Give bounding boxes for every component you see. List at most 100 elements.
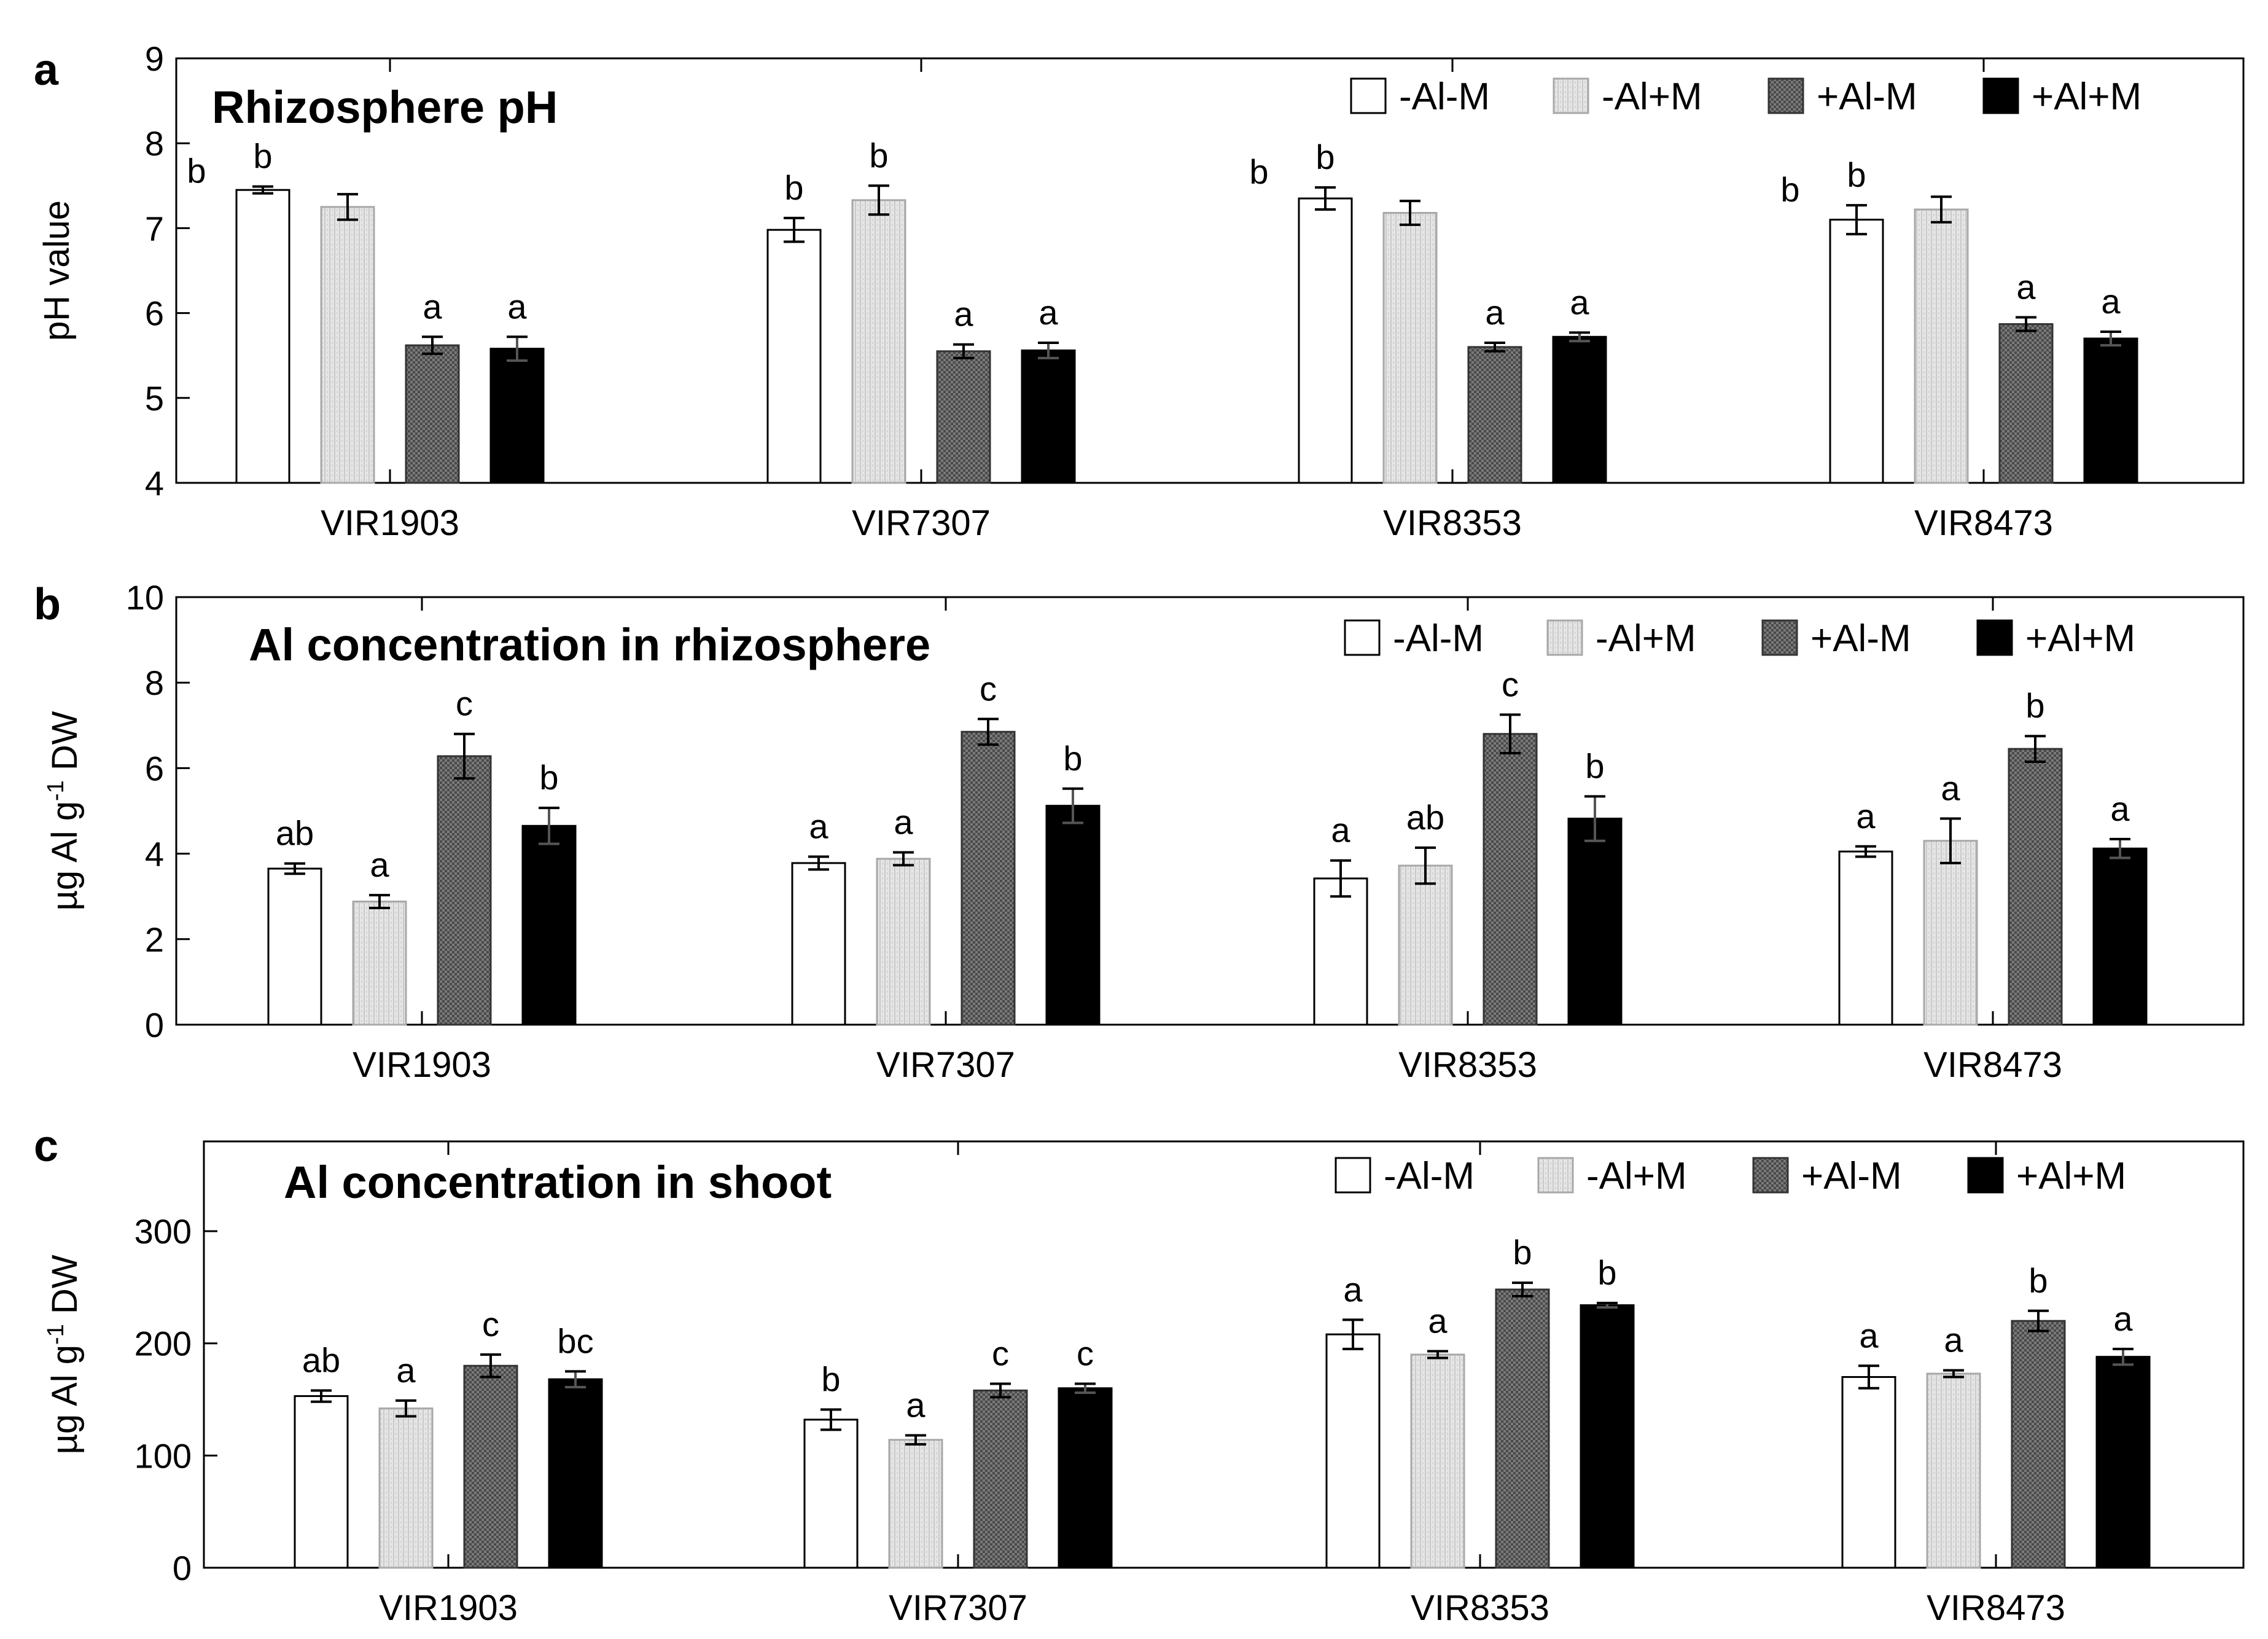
bar bbox=[463, 1364, 518, 1569]
bar bbox=[2083, 337, 2138, 484]
y-tick-label: 6 bbox=[145, 294, 164, 333]
significance-label: b bbox=[539, 758, 558, 797]
significance-label: b bbox=[1249, 152, 1268, 191]
significance-label: b bbox=[784, 168, 803, 207]
plot-frame-a bbox=[175, 57, 2245, 484]
panel-letter-c: c bbox=[34, 1122, 58, 1171]
significance-label: a bbox=[370, 845, 389, 884]
category-label: VIR8353 bbox=[1398, 1045, 1537, 1085]
significance-label: a bbox=[2113, 1299, 2133, 1338]
legend-label: +Al-M bbox=[1801, 1155, 1902, 1197]
legend-label: +Al+M bbox=[2025, 617, 2135, 660]
significance-label: a bbox=[954, 295, 973, 334]
chart-root: a Rhizosphere pH 4 5 6 7 8 9 pH value VIR1903 VIR7… bbox=[34, 39, 2245, 1628]
significance-label: c bbox=[980, 669, 997, 708]
legend-swatch bbox=[1976, 619, 2013, 656]
bar bbox=[1829, 219, 1884, 484]
significance-label: a bbox=[507, 287, 527, 326]
y-tick-label: 4 bbox=[145, 835, 164, 874]
significance-label: b bbox=[1585, 746, 1604, 785]
legend-label: -Al+M bbox=[1596, 617, 1696, 660]
bar bbox=[791, 862, 846, 1026]
bar bbox=[1298, 197, 1353, 484]
significance-label: b bbox=[869, 136, 888, 174]
legend-swatch bbox=[1335, 1157, 1371, 1194]
significance-label: ab bbox=[302, 1340, 340, 1379]
bar bbox=[489, 348, 545, 484]
bar bbox=[1495, 1288, 1550, 1569]
category-label: VIR8473 bbox=[1923, 1045, 2062, 1085]
category-label: VIR7307 bbox=[889, 1588, 1027, 1628]
bar bbox=[936, 350, 991, 484]
legend-swatch bbox=[1967, 1157, 2004, 1194]
significance-label: c bbox=[992, 1334, 1009, 1372]
panel-c: c Al concentration in shoot 0 100 200 300 µg A… bbox=[34, 1122, 2245, 1628]
y-axis-label-text: µg Al g bbox=[45, 1345, 85, 1455]
bar bbox=[876, 858, 931, 1026]
bar bbox=[2011, 1320, 2066, 1569]
significance-label: b bbox=[1780, 170, 1799, 209]
significance-label: a bbox=[1859, 1316, 1879, 1355]
significance-label: c bbox=[1502, 665, 1519, 703]
legend-swatch bbox=[1752, 1157, 1789, 1194]
legend-label: +Al+M bbox=[2016, 1155, 2126, 1197]
significance-label: b bbox=[1597, 1253, 1616, 1292]
category-label: VIR7307 bbox=[876, 1045, 1015, 1085]
bar bbox=[1325, 1333, 1381, 1569]
bar bbox=[1483, 733, 1538, 1026]
bar bbox=[352, 901, 407, 1026]
bar bbox=[1313, 877, 1368, 1026]
y-tick-label: 9 bbox=[145, 39, 164, 78]
panel-letter-a: a bbox=[34, 45, 59, 95]
significance-label: b bbox=[1315, 138, 1335, 176]
y-tick-label: 200 bbox=[134, 1324, 192, 1363]
y-tick-label: 8 bbox=[145, 124, 164, 163]
significance-label: a bbox=[2101, 282, 2121, 321]
significance-label: a bbox=[1570, 283, 1589, 321]
legend-swatch bbox=[1537, 1157, 1574, 1194]
y-axis-label-tail: DW bbox=[45, 1254, 85, 1324]
bar bbox=[973, 1389, 1028, 1569]
legend-swatch bbox=[1761, 619, 1798, 656]
significance-label: ab bbox=[1406, 798, 1444, 837]
bar bbox=[1841, 1376, 1896, 1569]
y-tick-label: 0 bbox=[145, 1006, 164, 1044]
significance-label: a bbox=[1856, 797, 1876, 835]
bar bbox=[1923, 840, 1978, 1026]
legend-swatch bbox=[1767, 77, 1804, 114]
y-tick-label: 6 bbox=[145, 749, 164, 788]
significance-label: ab bbox=[276, 814, 314, 853]
significance-label: a bbox=[1428, 1302, 1448, 1340]
significance-label: b bbox=[1513, 1233, 1532, 1272]
y-axis-label-text: µg Al g bbox=[45, 801, 85, 911]
bar bbox=[1580, 1304, 1635, 1569]
y-tick-label: 100 bbox=[134, 1436, 192, 1475]
y-tick-label: 5 bbox=[145, 379, 164, 418]
y-axis-label-c: µg Al g-1 DW bbox=[43, 1254, 85, 1454]
significance-label: a bbox=[2110, 789, 2130, 828]
bar bbox=[405, 344, 460, 484]
bar bbox=[1914, 208, 1969, 484]
bar bbox=[437, 755, 492, 1026]
significance-label: a bbox=[1485, 293, 1505, 332]
bar bbox=[1567, 818, 1623, 1026]
bar bbox=[766, 229, 822, 484]
bar bbox=[1926, 1372, 1981, 1569]
plot-frame-c bbox=[203, 1140, 2245, 1569]
bar bbox=[1998, 323, 2054, 484]
category-label: VIR1903 bbox=[321, 503, 459, 543]
panel-a: a Rhizosphere pH 4 5 6 7 8 9 pH value VIR1903 VIR7… bbox=[34, 39, 2245, 543]
bar bbox=[378, 1407, 434, 1569]
y-axis-label-sup: -1 bbox=[43, 780, 69, 801]
significance-label: a bbox=[1331, 811, 1350, 850]
significance-label: c bbox=[482, 1305, 499, 1344]
y-tick-label: 10 bbox=[126, 578, 164, 617]
legend-swatch bbox=[1553, 77, 1589, 114]
panel-b: b Al concentration in rhizosphere 0 2 4 6 8 10 µ… bbox=[34, 578, 2245, 1085]
significance-label: a bbox=[894, 803, 913, 842]
bar bbox=[851, 199, 906, 484]
bar bbox=[1045, 805, 1101, 1026]
significance-label: b bbox=[1847, 155, 1866, 194]
chart-title-c: Al concentration in shoot bbox=[284, 1157, 832, 1208]
